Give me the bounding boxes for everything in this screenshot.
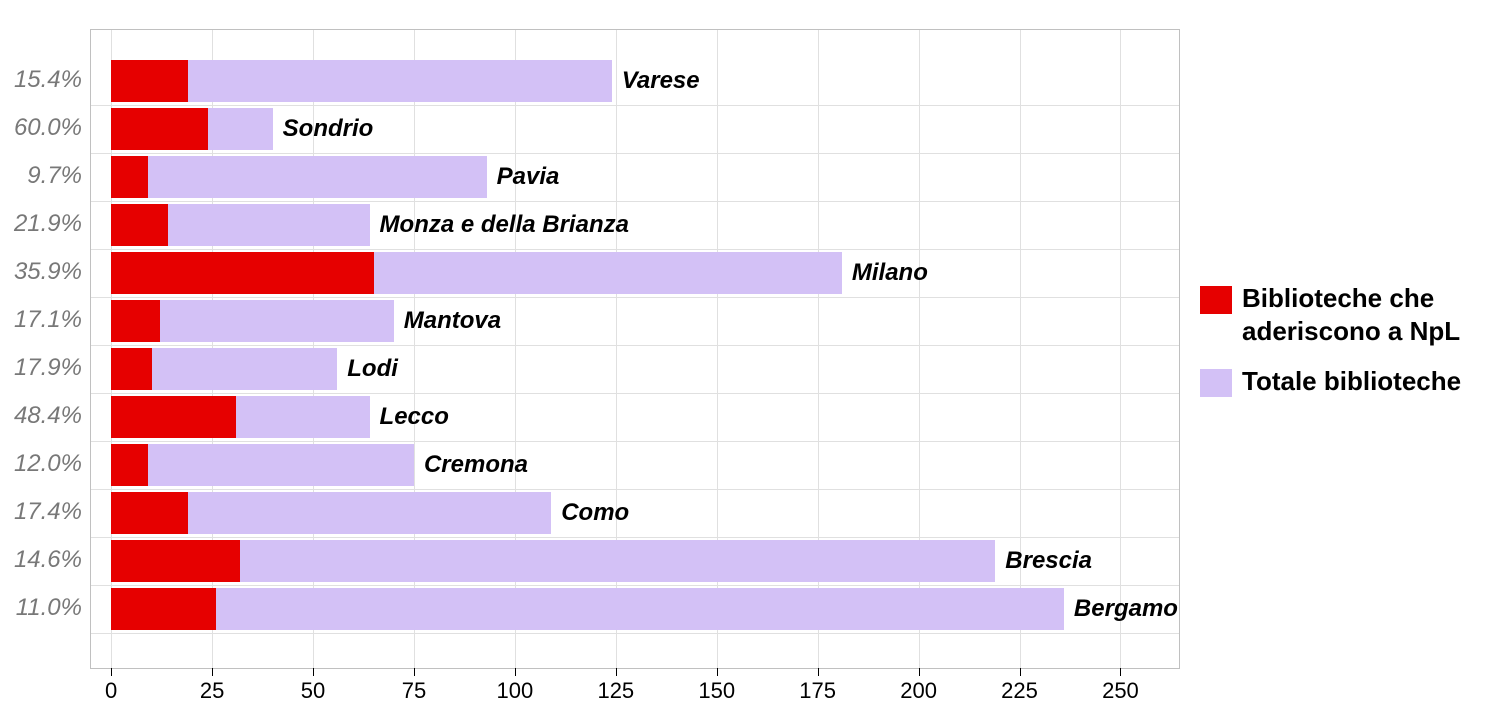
x-tick-label: 175 [799, 678, 836, 704]
x-tick-label: 225 [1001, 678, 1038, 704]
y-percent-label: 9.7% [0, 162, 82, 190]
gridline-h [91, 297, 1179, 298]
bar-end-label: Bergamo [1074, 595, 1178, 623]
plot-area: 0255075100125150175200225250 VareseSondr… [90, 29, 1180, 669]
bar-npl [111, 108, 208, 150]
gridline-h [91, 153, 1179, 154]
y-percent-label: 17.4% [0, 498, 82, 526]
bar-npl [111, 156, 147, 198]
legend-label-total: Totale biblioteche [1242, 365, 1461, 398]
bar-total [111, 540, 995, 582]
x-tick [616, 668, 617, 676]
legend-item-total: Totale biblioteche [1200, 365, 1480, 398]
bar-total [111, 444, 414, 486]
bar-total [111, 156, 486, 198]
bar-npl [111, 588, 216, 630]
bar-npl [111, 540, 240, 582]
bar-end-label: Cremona [424, 451, 528, 479]
x-axis: 0 25 50 75 100 125 150 175 200 225 250 [91, 668, 1179, 708]
y-percent-label: 35.9% [0, 258, 82, 286]
bar-end-label: Monza e della Brianza [380, 211, 629, 239]
x-tick [414, 668, 415, 676]
bar-end-label: Milano [852, 259, 928, 287]
bar-end-label: Brescia [1005, 547, 1092, 575]
y-percent-label: 48.4% [0, 402, 82, 430]
x-tick-label: 75 [402, 678, 426, 704]
y-percent-label: 15.4% [0, 66, 82, 94]
gridline-h [91, 345, 1179, 346]
bar-end-label: Pavia [497, 163, 560, 191]
x-tick-label: 200 [900, 678, 937, 704]
bar-npl [111, 348, 151, 390]
gridline-h [91, 441, 1179, 442]
x-tick [919, 668, 920, 676]
bar-npl [111, 60, 188, 102]
gridline-h [91, 249, 1179, 250]
x-tick-label: 125 [597, 678, 634, 704]
gridline-h [91, 489, 1179, 490]
x-tick [313, 668, 314, 676]
x-tick [1120, 668, 1121, 676]
bar-end-label: Lodi [347, 355, 398, 383]
x-tick [212, 668, 213, 676]
y-axis-labels: 15.4% 60.0% 9.7% 21.9% 35.9% 17.1% 17.9% 48.4% 1… [0, 29, 90, 669]
bar-end-label: Como [561, 499, 629, 527]
chart-container: 15.4% 60.0% 9.7% 21.9% 35.9% 17.1% 17.9% 48.4% 1… [0, 0, 1498, 698]
y-percent-label: 14.6% [0, 546, 82, 574]
gridline-h [91, 201, 1179, 202]
bar-end-label: Lecco [380, 403, 449, 431]
gridline-v [1120, 30, 1121, 668]
legend-label-npl: Biblioteche che aderiscono a NpL [1242, 282, 1480, 347]
x-tick [818, 668, 819, 676]
x-tick-label: 25 [200, 678, 224, 704]
x-tick-label: 0 [105, 678, 117, 704]
x-tick [1020, 668, 1021, 676]
x-tick [515, 668, 516, 676]
bar-npl [111, 492, 188, 534]
y-percent-label: 17.1% [0, 306, 82, 334]
gridline-h [91, 633, 1179, 634]
bar-npl [111, 204, 168, 246]
gridline-h [91, 105, 1179, 106]
gridline-h [91, 393, 1179, 394]
bar-total [111, 588, 1064, 630]
legend: Biblioteche che aderiscono a NpL Totale … [1180, 282, 1480, 416]
x-tick-label: 50 [301, 678, 325, 704]
legend-swatch-npl [1200, 286, 1232, 314]
gridline-h [91, 537, 1179, 538]
y-percent-label: 60.0% [0, 114, 82, 142]
x-tick-label: 100 [497, 678, 534, 704]
bar-npl [111, 252, 373, 294]
x-tick-label: 250 [1102, 678, 1139, 704]
y-percent-label: 12.0% [0, 450, 82, 478]
bar-npl [111, 396, 236, 438]
bar-end-label: Sondrio [283, 115, 374, 143]
bar-npl [111, 300, 159, 342]
legend-swatch-total [1200, 369, 1232, 397]
bar-end-label: Mantova [404, 307, 501, 335]
x-tick [717, 668, 718, 676]
gridline-h [91, 585, 1179, 586]
y-percent-label: 11.0% [0, 594, 82, 622]
y-percent-label: 21.9% [0, 210, 82, 238]
bar-end-label: Varese [622, 67, 700, 95]
bar-npl [111, 444, 147, 486]
y-percent-label: 17.9% [0, 354, 82, 382]
legend-item-npl: Biblioteche che aderiscono a NpL [1200, 282, 1480, 347]
x-tick-label: 150 [698, 678, 735, 704]
x-tick [111, 668, 112, 676]
